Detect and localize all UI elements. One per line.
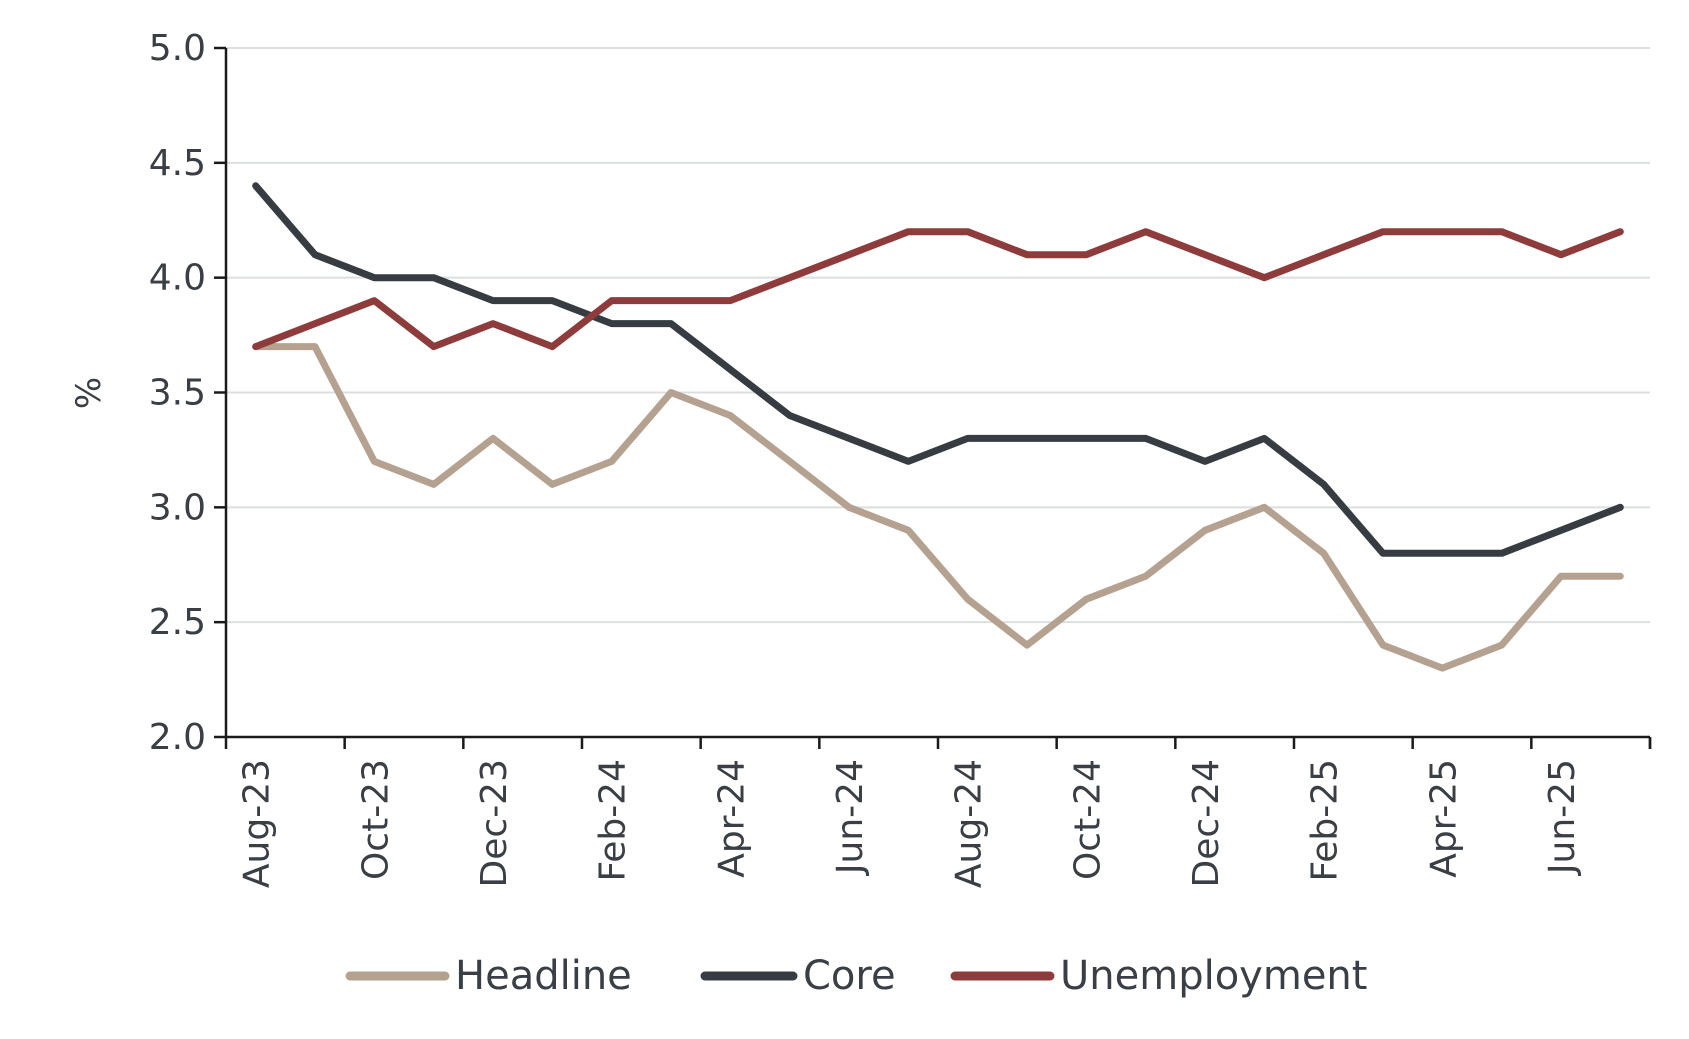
x-tick-label: Aug-24: [949, 759, 990, 888]
legend-label-core: Core: [803, 953, 896, 999]
y-tick-label: 3.5: [149, 373, 206, 414]
gridlines: [226, 47, 1650, 624]
series-line-headline: [252, 343, 1624, 672]
x-tick-label: Apr-24: [711, 759, 752, 878]
x-tick-label: Aug-23: [237, 759, 278, 888]
x-axis-ticks: Aug-23 Oct-23 Dec-23 Feb-24 Apr-24 Jun-24 Aug-…: [224, 737, 1652, 888]
x-tick-label: Feb-25: [1305, 759, 1346, 882]
series-line-unemployment: [252, 228, 1624, 351]
x-tick-label: Oct-24: [1067, 759, 1108, 880]
y-axis-ticks: 2.0 2.5 3.0 3.5 4.0 4.5 5.0: [149, 28, 226, 758]
x-tick-label: Dec-24: [1186, 759, 1227, 887]
y-tick-label: 2.5: [149, 602, 206, 643]
x-tick-label: Oct-23: [355, 759, 396, 880]
x-tick-label: Jun-24: [830, 759, 871, 876]
y-tick-label: 4.0: [149, 258, 206, 299]
x-tick-label: Apr-25: [1423, 759, 1464, 878]
y-tick-label: 4.5: [149, 143, 206, 184]
y-axis-label: %: [69, 377, 109, 409]
legend-label-unemployment: Unemployment: [1060, 953, 1367, 999]
y-tick-label: 3.0: [149, 487, 206, 528]
legend-label-headline: Headline: [455, 953, 632, 999]
y-tick-label: 5.0: [149, 28, 206, 69]
y-tick-label: 2.0: [149, 717, 206, 758]
series-lines: [252, 182, 1624, 672]
x-tick-label: Jun-25: [1542, 759, 1583, 876]
x-tick-label: Dec-23: [474, 759, 515, 887]
x-tick-label: Feb-24: [593, 759, 634, 882]
series-line-core: [252, 182, 1624, 557]
legend: Headline Core Unemployment: [345, 953, 1367, 999]
